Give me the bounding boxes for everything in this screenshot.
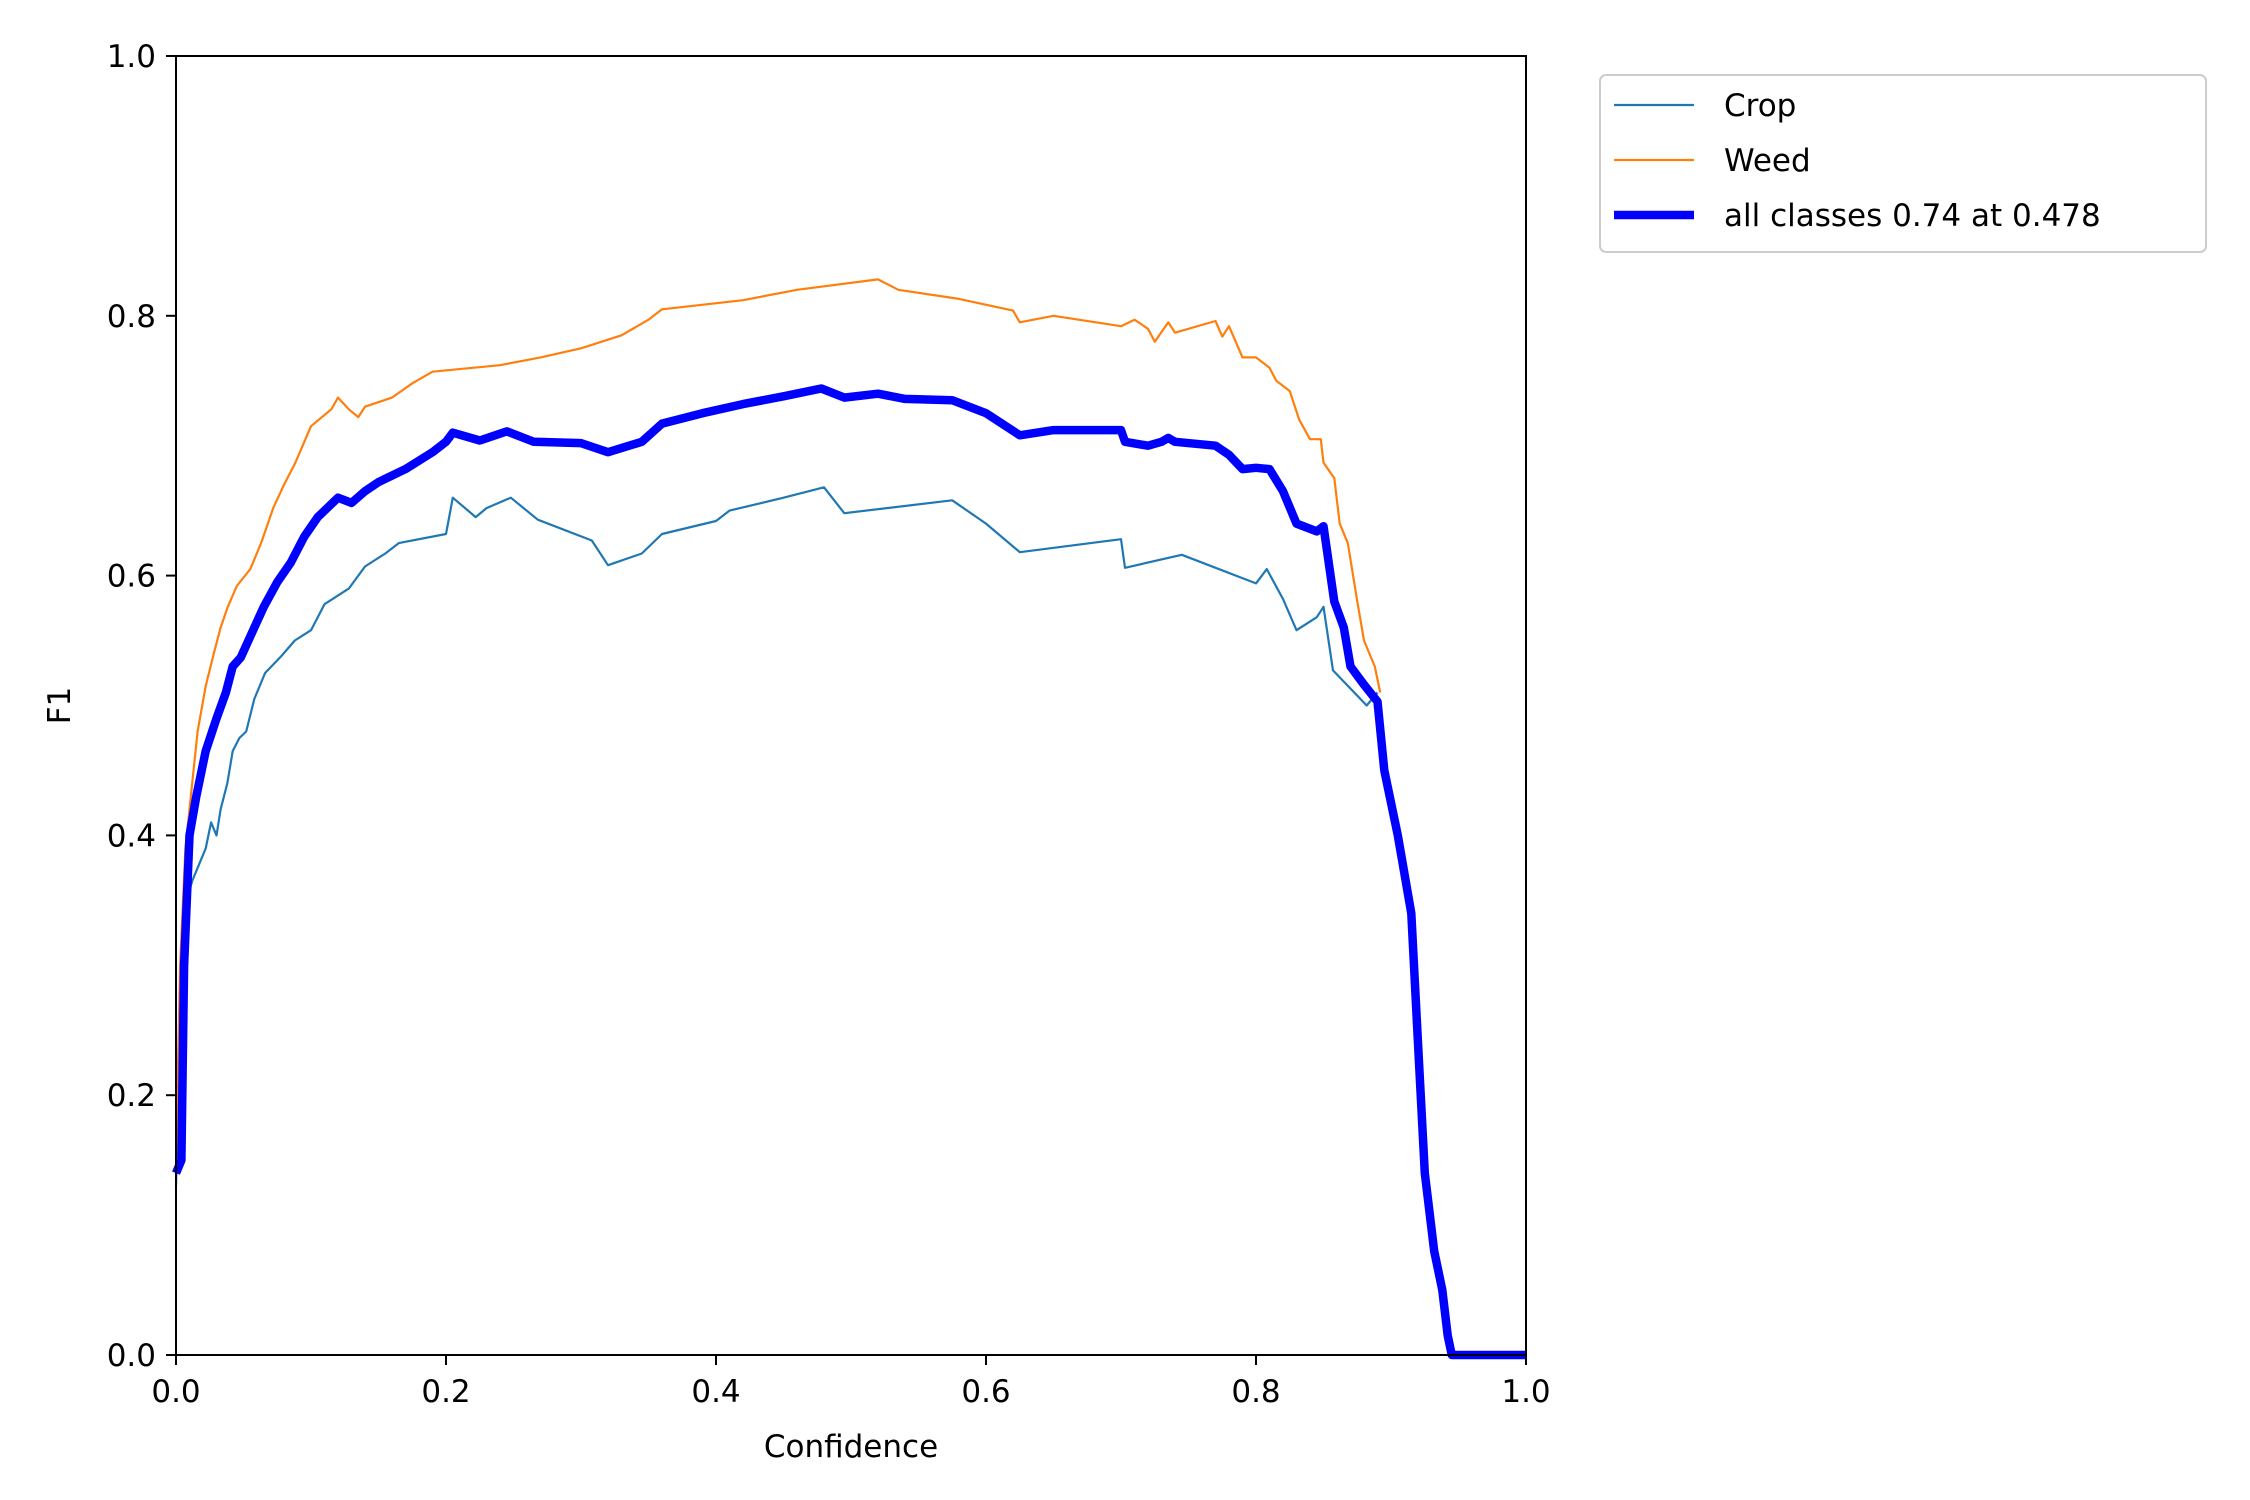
- x-tick-label: 1.0: [1501, 1374, 1550, 1410]
- axes-layer: 0.0 0.2 0.4 0.6 0.8 1.0 0.0 0.2 0.4 0.6 0.8 1.0 Conf…: [42, 39, 1551, 1465]
- series-line-2: [172, 384, 1526, 1360]
- x-axis-label: Confidence: [764, 1429, 938, 1465]
- y-tick-label: 0.2: [107, 1078, 156, 1114]
- legend-label-1: Weed: [1724, 143, 1811, 179]
- y-axis-label: F1: [42, 687, 78, 725]
- x-tick-label: 0.2: [421, 1374, 470, 1410]
- y-tick-label: 0.6: [107, 559, 156, 595]
- plot-frame: [175, 55, 1527, 1356]
- series-line-0: [174, 486, 1379, 1187]
- x-tick-label: 0.4: [691, 1374, 740, 1410]
- y-tick-label: 0.4: [107, 818, 156, 854]
- x-tick-label: 0.0: [151, 1374, 200, 1410]
- series-line-1: [174, 278, 1382, 1161]
- series-layer: [172, 278, 1526, 1360]
- y-tick-label: 0.8: [107, 299, 156, 335]
- legend-label-0: Crop: [1724, 88, 1796, 124]
- x-tick-label: 0.6: [961, 1374, 1010, 1410]
- legend: Crop Weed all classes 0.74 at 0.478: [1599, 74, 2207, 253]
- x-tick-label: 0.8: [1231, 1374, 1280, 1410]
- y-tick-label: 0.0: [107, 1338, 156, 1374]
- legend-box: [1599, 74, 2207, 253]
- legend-label-2: all classes 0.74 at 0.478: [1724, 198, 2101, 234]
- y-tick-label: 1.0: [107, 39, 156, 75]
